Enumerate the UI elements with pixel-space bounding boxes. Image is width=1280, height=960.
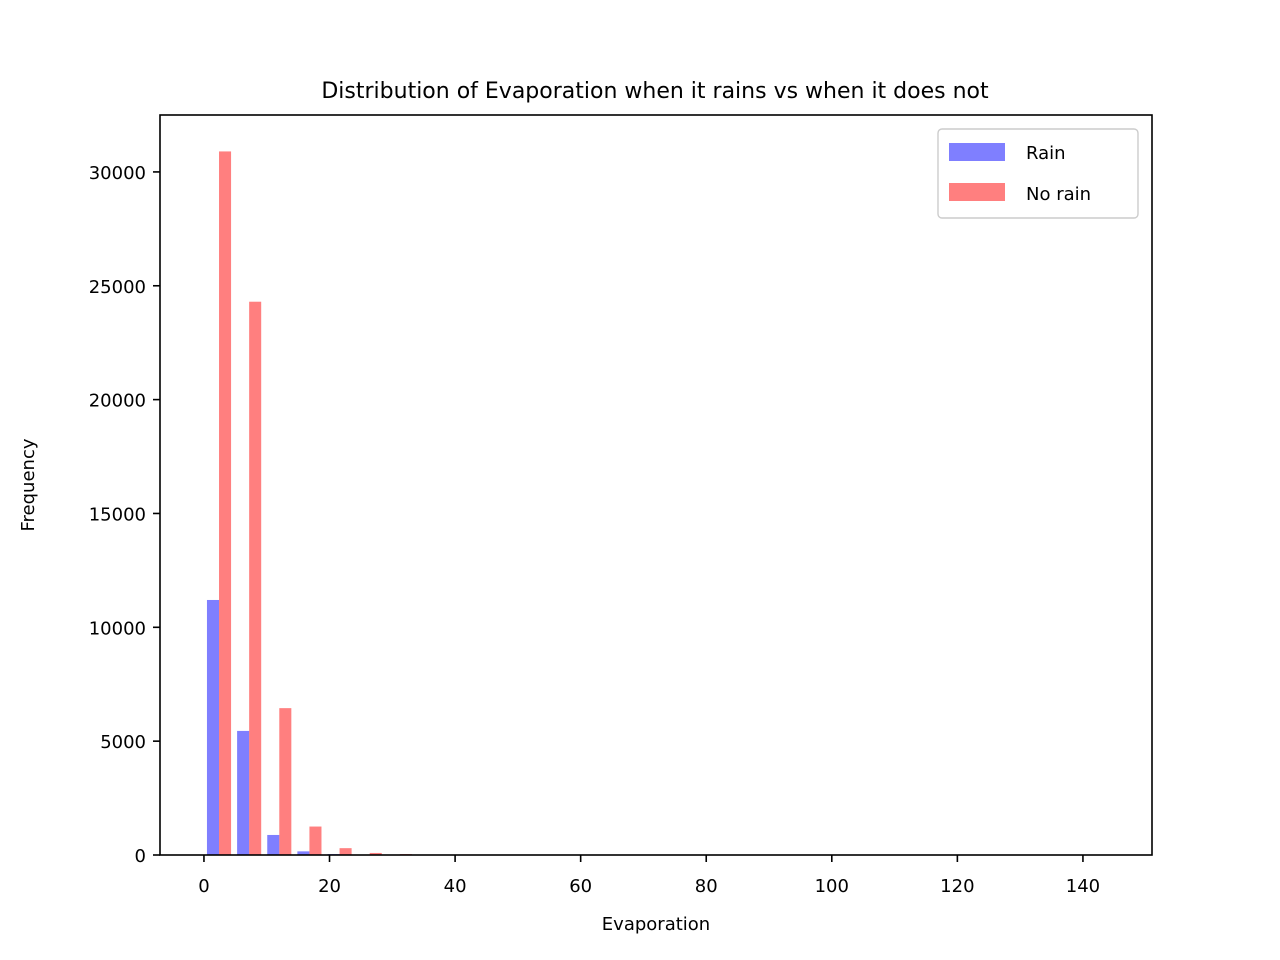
y-axis-ticks: 0 5000 10000 15000 20000 25000 30000	[89, 163, 160, 867]
bar-rain-2	[267, 834, 280, 855]
y-tick-label: 25000	[89, 277, 146, 298]
y-tick-label: 15000	[89, 504, 146, 525]
legend-label-rain: Rain	[1026, 143, 1066, 164]
y-tick-label: 30000	[89, 163, 146, 184]
x-tick-label: 80	[695, 876, 718, 897]
x-tick-label: 0	[198, 876, 209, 897]
y-axis-label: Frequency	[18, 438, 39, 531]
y-tick-label: 5000	[100, 732, 146, 753]
chart-title: Distribution of Evaporation when it rain…	[321, 79, 989, 104]
x-tick-label: 60	[569, 876, 592, 897]
bar-no-rain-5	[369, 852, 382, 855]
x-tick-label: 100	[815, 876, 849, 897]
y-tick-label: 10000	[89, 618, 146, 639]
bars-group	[206, 151, 1106, 856]
bar-no-rain-2	[279, 708, 292, 855]
bar-rain-0	[206, 599, 220, 855]
legend-swatch-rain	[949, 143, 1005, 161]
x-tick-label: 140	[1066, 876, 1100, 897]
bar-no-rain-1	[249, 301, 262, 856]
x-axis-label: Evaporation	[602, 914, 710, 935]
y-tick-label: 0	[135, 846, 146, 867]
x-tick-label: 20	[318, 876, 341, 897]
y-tick-label: 20000	[89, 391, 146, 412]
x-tick-label: 120	[940, 876, 974, 897]
plot-area-frame	[159, 114, 1153, 856]
bar-no-rain-4	[339, 848, 352, 855]
bar-no-rain-3	[309, 826, 322, 855]
legend-label-no-rain: No rain	[1026, 184, 1091, 205]
x-axis-ticks: 0 20 40 60 80 100 120 140	[198, 855, 1100, 897]
x-tick-label: 40	[444, 876, 467, 897]
legend-swatch-no-rain	[949, 183, 1005, 201]
bar-rain-1	[237, 730, 250, 855]
bar-no-rain-0	[219, 151, 232, 855]
bar-rain-3	[297, 851, 310, 855]
legend: Rain No rain	[937, 128, 1139, 219]
